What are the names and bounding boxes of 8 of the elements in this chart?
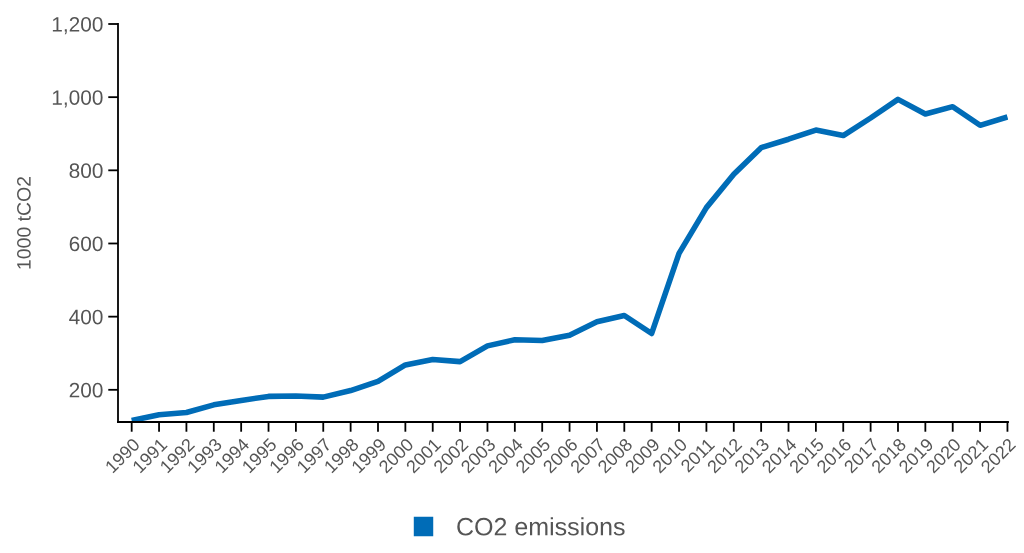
y-axis-title: 1000 tCO2 [17, 176, 31, 269]
legend-label: CO2 emissions [457, 517, 625, 536]
y-tick-label: 1,000 [52, 90, 103, 108]
y-tick-label: 1,200 [52, 17, 103, 35]
y-tick-label: 800 [69, 163, 103, 179]
y-tick-label: 200 [69, 382, 103, 398]
y-tick-label: 400 [69, 309, 103, 325]
y-tick-label: 600 [69, 236, 103, 252]
